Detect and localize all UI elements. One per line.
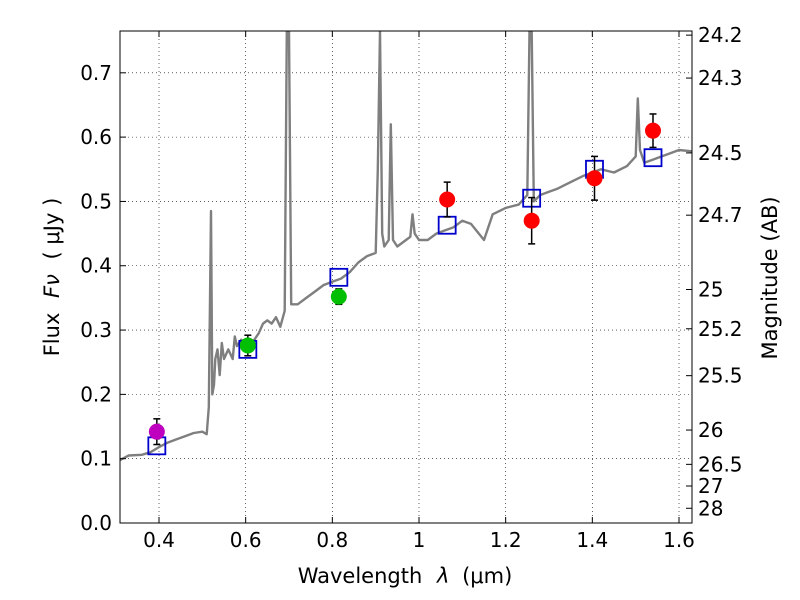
x-axis-title-symbol: λ bbox=[436, 564, 449, 588]
magnitude-tick-label: 25.2 bbox=[698, 317, 743, 341]
x-tick-label: 1.6 bbox=[663, 528, 695, 552]
x-axis-title: Wavelength λ (μm) bbox=[298, 564, 513, 588]
magnitude-tick-label: 25 bbox=[698, 277, 723, 301]
plot-frame bbox=[119, 30, 693, 524]
observed-point bbox=[586, 170, 603, 187]
observed-point bbox=[439, 191, 456, 208]
y-axis-title-prefix: Flux bbox=[40, 313, 64, 357]
x-axis-ticks: 0.4 0.6 0.8 1 1.2 1.4 1.6 bbox=[143, 31, 695, 552]
observed-point bbox=[239, 337, 256, 354]
y-tick-label: 0.2 bbox=[80, 382, 112, 406]
x-tick-label: 1.2 bbox=[490, 528, 522, 552]
y-axis-title: Flux Fν ( μJy ) bbox=[40, 198, 64, 357]
x-tick-label: 0.4 bbox=[143, 528, 175, 552]
magnitude-tick-label: 24.5 bbox=[698, 141, 743, 165]
x-tick-label: 0.8 bbox=[316, 528, 348, 552]
y-tick-label: 0.3 bbox=[80, 318, 112, 342]
magnitude-tick-label: 27 bbox=[698, 474, 723, 498]
y-tick-label: 0.6 bbox=[80, 125, 112, 149]
spectrum-line bbox=[120, 31, 692, 462]
y-tick-label: 0.0 bbox=[80, 511, 112, 535]
magnitude-tick-label: 24.7 bbox=[698, 203, 743, 227]
model-spectrum bbox=[120, 31, 692, 462]
magnitude-tick-label: 24.3 bbox=[698, 66, 743, 90]
y-axis-title-symbol: Fν bbox=[40, 274, 64, 298]
y-tick-label: 0.4 bbox=[80, 254, 112, 278]
observed-point bbox=[645, 122, 661, 139]
magnitude-tick-label: 25.5 bbox=[698, 364, 743, 388]
magnitude-tick-label: 26 bbox=[698, 418, 723, 442]
y-axis-ticks: 0.0 0.1 0.2 0.3 0.4 0.5 0.6 0.7 bbox=[80, 61, 126, 535]
magnitude-tick-label: 26.5 bbox=[698, 452, 743, 476]
y-tick-label: 0.5 bbox=[80, 189, 112, 213]
x-axis-title-unit: (μm) bbox=[462, 564, 512, 588]
observed-point bbox=[523, 212, 540, 229]
y-axis-title-unit: ( μJy ) bbox=[40, 198, 64, 260]
y-tick-label: 0.7 bbox=[80, 61, 112, 85]
observed-point bbox=[148, 423, 165, 440]
magnitude-tick-label: 24.2 bbox=[698, 23, 743, 47]
magnitude-tick-label: 28 bbox=[698, 496, 723, 520]
x-axis-title-prefix: Wavelength bbox=[298, 564, 423, 588]
magnitude-axis-title: Magnitude (AB) bbox=[758, 196, 782, 359]
observed-point bbox=[330, 288, 347, 305]
model-photometry-point bbox=[643, 148, 663, 168]
x-tick-label: 0.6 bbox=[230, 528, 262, 552]
y-tick-label: 0.1 bbox=[80, 447, 112, 471]
model-photometry-point bbox=[329, 267, 349, 287]
observed-photometry-series bbox=[148, 113, 661, 446]
x-tick-label: 1.4 bbox=[576, 528, 608, 552]
x-tick-label: 1 bbox=[413, 528, 426, 552]
